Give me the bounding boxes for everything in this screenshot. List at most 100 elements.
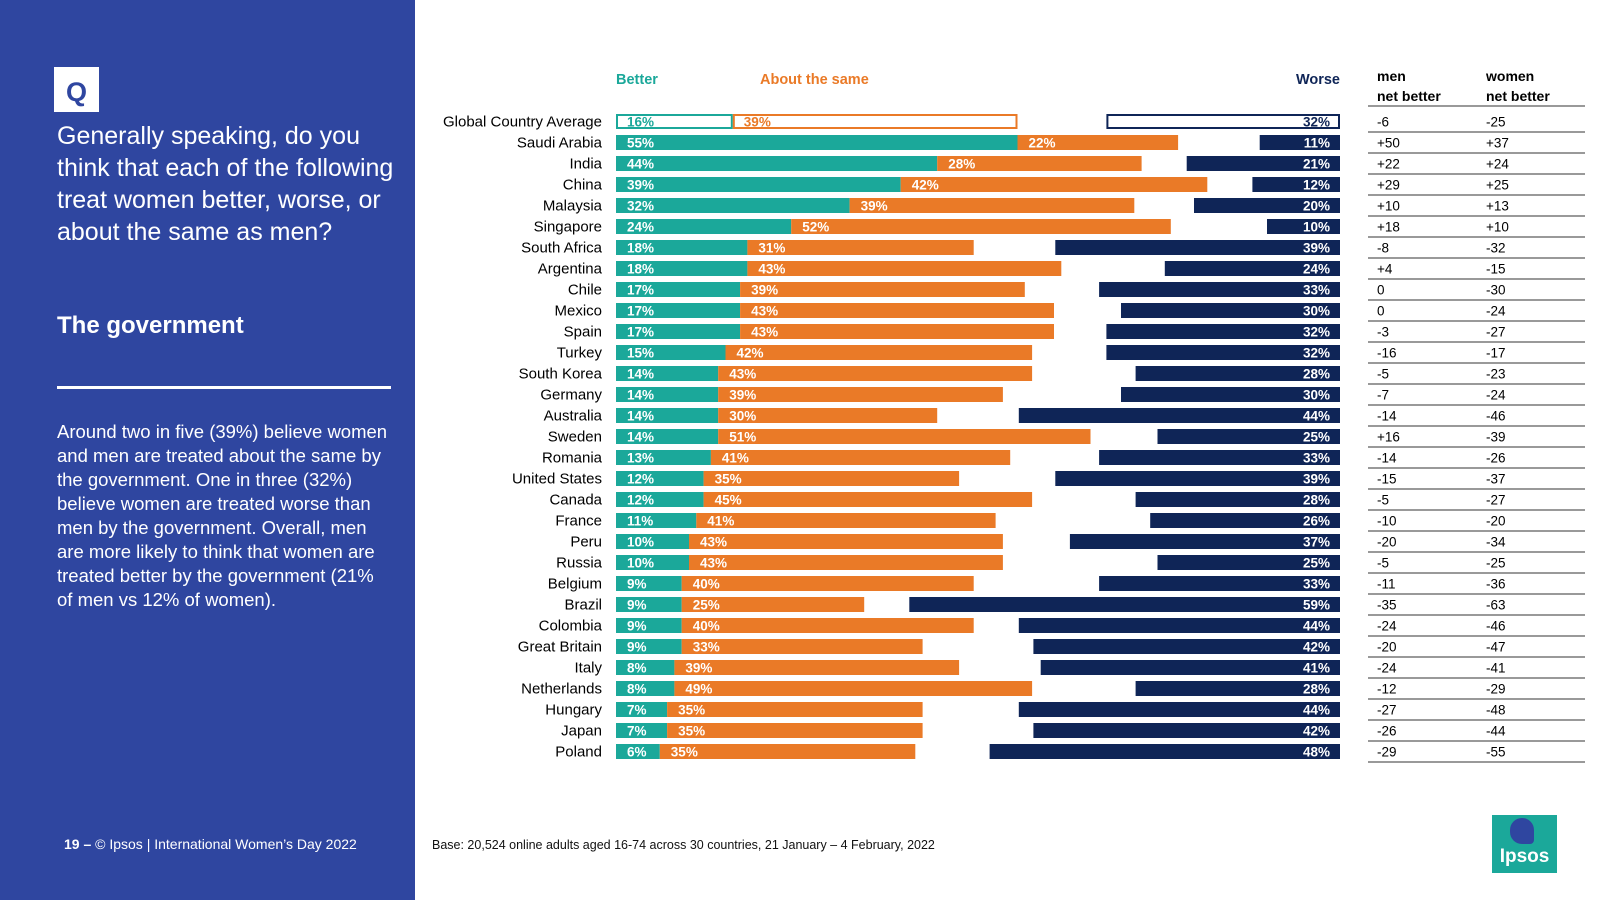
bar-better: [616, 408, 719, 423]
category-label: Russia: [556, 555, 603, 572]
category-label: Colombia: [539, 618, 603, 635]
women-net-value: -46: [1486, 409, 1506, 424]
label-worse: 33%: [1303, 451, 1330, 466]
women-net-value: -44: [1486, 724, 1506, 739]
men-net-value: -11: [1377, 577, 1396, 592]
label-better: 39%: [627, 178, 654, 193]
bar-same: [681, 576, 974, 591]
bar-worse: [1106, 114, 1341, 129]
label-same: 39%: [685, 661, 712, 676]
bar-better: [616, 282, 741, 297]
label-worse: 44%: [1303, 409, 1330, 424]
women-net-value: -39: [1486, 430, 1506, 445]
label-better: 12%: [627, 493, 654, 508]
men-net-value: -24: [1377, 619, 1397, 634]
category-label: United States: [512, 471, 602, 488]
bar-better: [616, 660, 675, 675]
women-net-value: -47: [1486, 640, 1506, 655]
category-label: Global Country Average: [443, 114, 602, 131]
label-same: 35%: [671, 745, 698, 760]
men-net-value: -10: [1377, 514, 1397, 529]
bar-same: [718, 366, 1033, 381]
women-net-header-sub: net better: [1486, 88, 1550, 104]
divider: [57, 386, 391, 389]
label-better: 7%: [627, 703, 647, 718]
label-worse: 39%: [1303, 472, 1330, 487]
bar-same: [747, 240, 974, 255]
bar-same: [681, 618, 974, 633]
category-label: China: [563, 177, 603, 194]
bar-worse: [1018, 702, 1340, 717]
category-label: Peru: [570, 534, 602, 551]
women-net-value: -25: [1486, 115, 1506, 130]
label-better: 17%: [627, 283, 654, 298]
label-worse: 32%: [1303, 115, 1330, 130]
label-same: 39%: [751, 283, 778, 298]
category-label: Italy: [574, 660, 602, 677]
men-net-value: -3: [1377, 325, 1389, 340]
category-label: Germany: [540, 387, 602, 404]
label-worse: 44%: [1303, 619, 1330, 634]
label-worse: 32%: [1303, 325, 1330, 340]
bar-worse: [1121, 303, 1340, 318]
bar-worse: [1106, 345, 1340, 360]
women-net-value: -36: [1486, 577, 1506, 592]
women-net-value: -48: [1486, 703, 1506, 718]
category-label: Chile: [568, 282, 602, 299]
category-label: Belgium: [548, 576, 602, 593]
women-net-value: -37: [1486, 472, 1506, 487]
bar-worse: [1018, 408, 1340, 423]
bar-better: [616, 387, 719, 402]
category-label: Great Britain: [518, 639, 602, 656]
bar-worse: [1099, 450, 1340, 465]
men-net-value: +4: [1377, 262, 1393, 277]
label-same: 35%: [678, 724, 705, 739]
bar-same: [740, 324, 1054, 339]
men-net-value: -6: [1377, 115, 1389, 130]
legend-same: About the same: [760, 72, 869, 88]
label-same: 39%: [744, 115, 771, 130]
category-label: Brazil: [564, 597, 602, 614]
category-label: Turkey: [557, 345, 603, 362]
bar-worse: [1055, 240, 1340, 255]
women-net-value: -25: [1486, 556, 1506, 571]
logo-mark-icon: [1510, 818, 1534, 844]
label-better: 9%: [627, 640, 647, 655]
label-same: 39%: [861, 199, 888, 214]
women-net-value: -15: [1486, 262, 1506, 277]
label-better: 14%: [627, 409, 654, 424]
label-same: 28%: [948, 157, 975, 172]
men-net-value: -27: [1377, 703, 1397, 718]
bar-better: [616, 555, 689, 570]
label-better: 16%: [627, 115, 654, 130]
men-net-value: -12: [1377, 682, 1397, 697]
men-net-value: +10: [1377, 199, 1400, 214]
bar-worse: [1135, 681, 1340, 696]
label-better: 12%: [627, 472, 654, 487]
bar-better: [616, 240, 748, 255]
men-net-value: -16: [1377, 346, 1397, 361]
bar-worse: [1252, 177, 1340, 192]
label-worse: 30%: [1303, 304, 1330, 319]
label-worse: 59%: [1303, 598, 1330, 613]
label-better: 44%: [627, 157, 654, 172]
bar-worse: [1150, 513, 1340, 528]
category-label: Mexico: [554, 303, 602, 320]
women-net-value: +25: [1486, 178, 1509, 193]
bar-better: [616, 471, 704, 486]
category-label: Romania: [542, 450, 603, 467]
label-worse: 44%: [1303, 703, 1330, 718]
bar-same: [703, 492, 1033, 507]
label-same: 43%: [729, 367, 756, 382]
bar-worse: [1186, 156, 1340, 171]
men-net-value: -20: [1377, 640, 1397, 655]
label-same: 51%: [729, 430, 756, 445]
label-worse: 20%: [1303, 199, 1330, 214]
bar-better: [616, 723, 668, 738]
bar-better: [616, 681, 675, 696]
label-better: 9%: [627, 577, 647, 592]
women-net-value: -24: [1486, 388, 1506, 403]
bar-worse: [1069, 534, 1340, 549]
women-net-value: -23: [1486, 367, 1506, 382]
category-label: Singapore: [534, 219, 602, 236]
